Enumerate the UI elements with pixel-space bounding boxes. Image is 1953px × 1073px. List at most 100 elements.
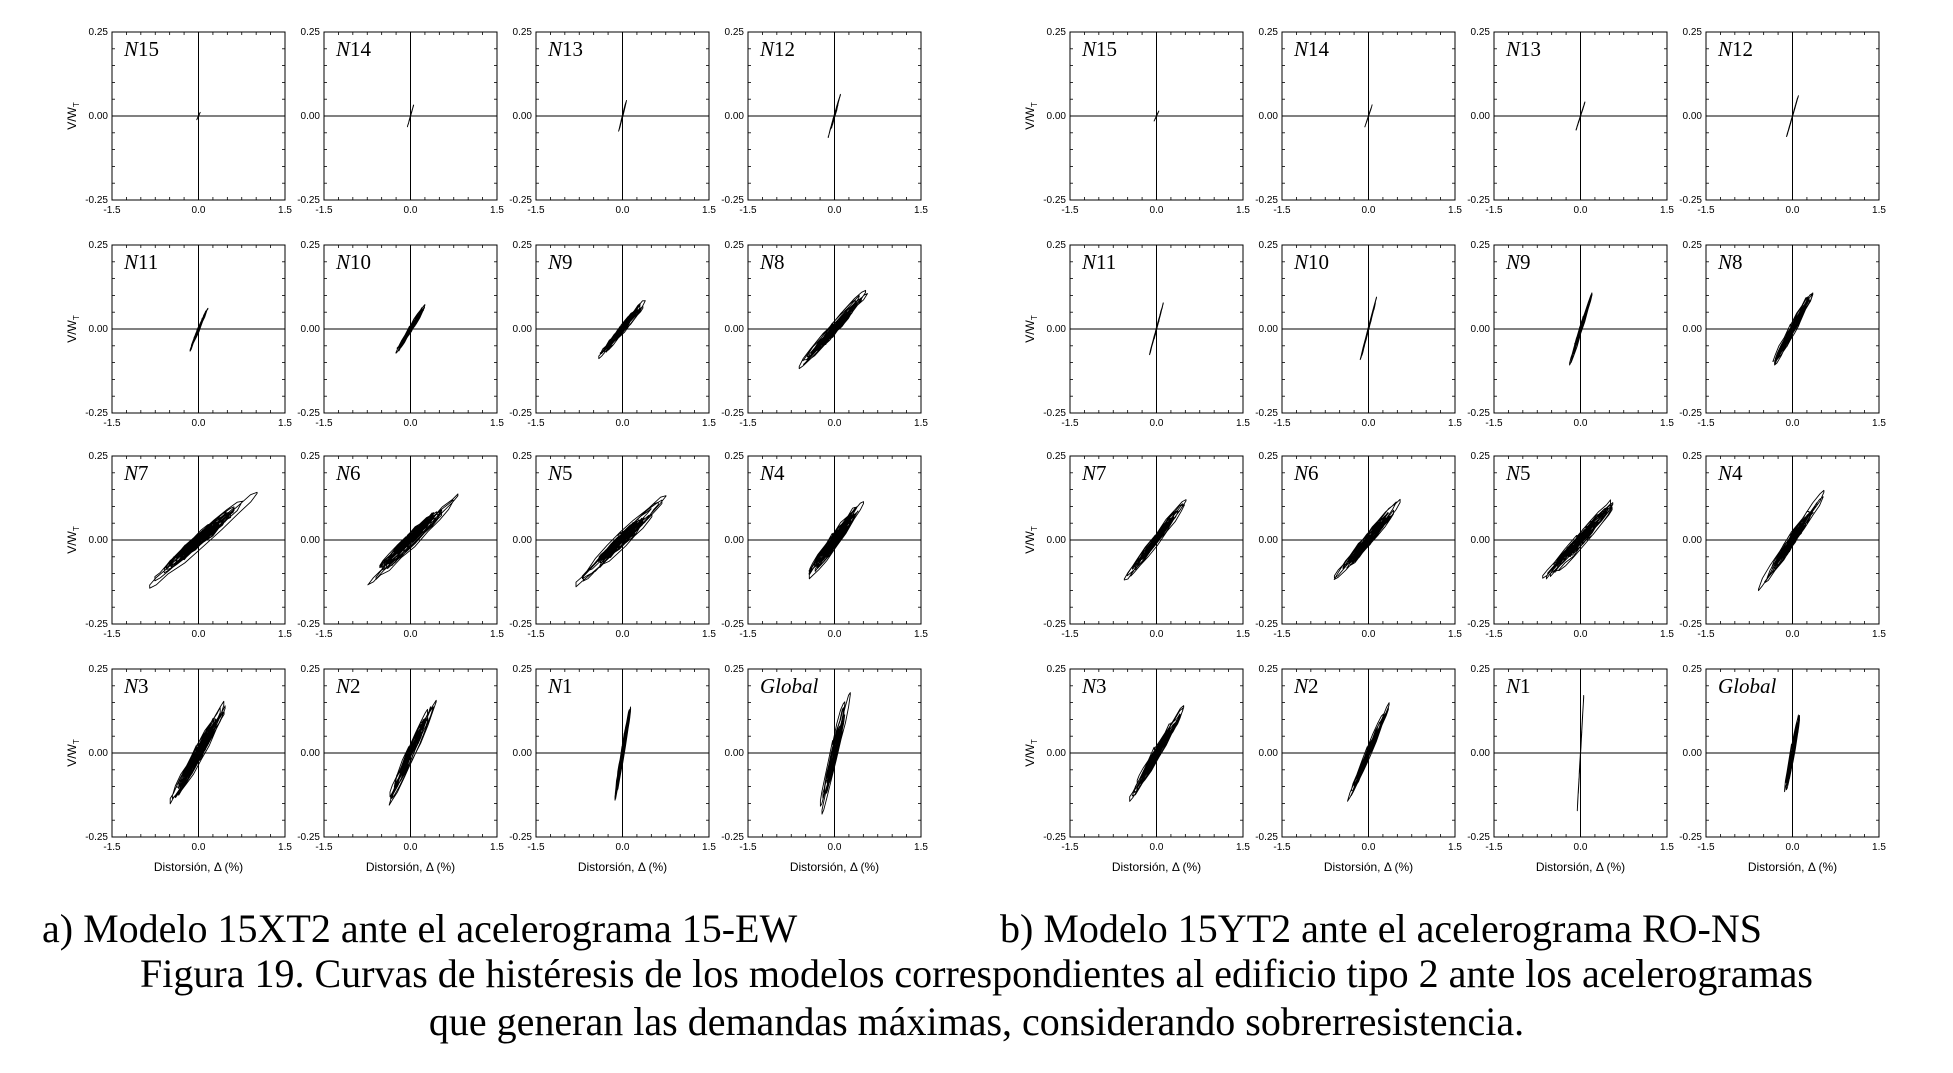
y-tick-label: -0.25 (1467, 832, 1490, 843)
x-tick-label: 0.0 (1786, 629, 1800, 640)
y-tick-label: 0.00 (1471, 111, 1491, 122)
x-axis-label: Distorsión, Δ (%) (1112, 860, 1201, 874)
y-tick-label: -0.25 (721, 619, 744, 630)
x-tick-label: 1.5 (278, 418, 292, 429)
y-tick-label: 0.25 (1471, 240, 1491, 251)
panel-label: N9 (1505, 250, 1531, 274)
y-tick-label: 0.00 (1259, 111, 1279, 122)
y-tick-label: 0.25 (301, 451, 321, 462)
y-tick-label: 0.25 (725, 27, 745, 38)
panel-label: N15 (123, 37, 159, 61)
x-tick-label: 1.5 (702, 205, 716, 216)
y-axis-label: V/WT (1023, 739, 1039, 767)
panel-n10: 0.25 0.00 -0.25-1.5 0.0 1.5 N10 (297, 240, 504, 429)
y-tick-label: -0.25 (1467, 408, 1490, 419)
x-tick-label: -1.5 (315, 629, 333, 640)
panel-n12: 0.25 0.00 -0.25-1.5 0.0 1.5 N12 (721, 27, 928, 216)
y-tick-label: 0.00 (1471, 535, 1491, 546)
y-tick-label: 0.00 (1471, 748, 1491, 759)
hysteresis-curve (1129, 705, 1185, 802)
y-tick-label: -0.25 (1255, 619, 1278, 630)
y-tick-label: 0.25 (513, 451, 533, 462)
y-tick-label: 0.00 (725, 111, 745, 122)
panel-label: N1 (1505, 674, 1531, 698)
y-tick-label: 0.00 (725, 748, 745, 759)
x-tick-label: 0.0 (616, 205, 630, 216)
y-tick-label: -0.25 (509, 195, 532, 206)
y-tick-label: 0.00 (1683, 324, 1703, 335)
x-axis-label: Distorsión, Δ (%) (1748, 860, 1837, 874)
x-tick-label: -1.5 (1061, 842, 1079, 853)
y-tick-label: 0.25 (1471, 451, 1491, 462)
x-tick-label: 1.5 (1660, 629, 1674, 640)
hysteresis-curve (1347, 702, 1390, 802)
x-tick-label: 0.0 (404, 629, 418, 640)
panel-n5: 0.25 0.00 -0.25-1.5 0.0 1.5 N5 (509, 451, 716, 640)
y-tick-label: 0.00 (1047, 324, 1067, 335)
x-tick-label: 0.0 (1574, 418, 1588, 429)
hysteresis-curve (1569, 292, 1593, 366)
panel-n15: 0.25 0.00 -0.25-1.5 0.0 1.5 V/WT N15 (1023, 27, 1250, 216)
panel-n14: 0.25 0.00 -0.25-1.5 0.0 1.5 N14 (297, 27, 504, 216)
panel-n8: 0.25 0.00 -0.25-1.5 0.0 1.5 N8 (721, 240, 928, 429)
y-tick-label: 0.25 (1471, 664, 1491, 675)
x-tick-label: 0.0 (404, 418, 418, 429)
x-tick-label: -1.5 (739, 205, 757, 216)
y-tick-label: -0.25 (721, 195, 744, 206)
y-tick-label: 0.25 (1047, 27, 1067, 38)
x-tick-label: 0.0 (1786, 842, 1800, 853)
y-tick-label: -0.25 (297, 195, 320, 206)
y-tick-label: 0.25 (1259, 451, 1279, 462)
y-tick-label: 0.00 (301, 535, 321, 546)
y-tick-label: 0.25 (89, 451, 109, 462)
x-tick-label: 1.5 (1660, 842, 1674, 853)
panel-label: N11 (123, 250, 158, 274)
hysteresis-curve (808, 501, 864, 580)
x-tick-label: -1.5 (103, 629, 121, 640)
panel-label: N9 (547, 250, 573, 274)
x-tick-label: 0.0 (828, 629, 842, 640)
x-tick-label: -1.5 (1485, 205, 1503, 216)
hysteresis-curve (1149, 302, 1164, 356)
panel-n4: 0.25 0.00 -0.25-1.5 0.0 1.5 N4 (1679, 451, 1886, 640)
y-tick-label: 0.00 (301, 111, 321, 122)
hysteresis-curve (798, 289, 868, 370)
x-axis-label: Distorsión, Δ (%) (1536, 860, 1625, 874)
x-tick-label: -1.5 (739, 629, 757, 640)
x-tick-label: -1.5 (1485, 629, 1503, 640)
subtitle-a: a) Modelo 15XT2 ante el acelerograma 15-… (42, 906, 798, 951)
x-tick-label: 1.5 (1236, 629, 1250, 640)
x-tick-label: 0.0 (1150, 842, 1164, 853)
panel-label: N11 (1081, 250, 1116, 274)
y-tick-label: 0.25 (1683, 240, 1703, 251)
hysteresis-curve (1758, 489, 1825, 592)
panel-n7: 0.25 0.00 -0.25-1.5 0.0 1.5 V/WT N7 (1023, 451, 1250, 640)
x-tick-label: -1.5 (527, 842, 545, 853)
x-tick-label: 0.0 (192, 629, 206, 640)
x-tick-label: 1.5 (1872, 418, 1886, 429)
y-tick-label: 0.25 (1683, 664, 1703, 675)
x-tick-label: 0.0 (1786, 418, 1800, 429)
y-tick-label: 0.25 (513, 240, 533, 251)
hysteresis-curve (598, 300, 646, 360)
panel-n2: 0.25 0.00 -0.25-1.5 0.0 1.5 Distorsión, Δ (%)… (297, 664, 504, 874)
x-tick-label: 1.5 (1448, 418, 1462, 429)
x-tick-label: 1.5 (490, 418, 504, 429)
y-axis-label: V/WT (65, 102, 81, 130)
panel-label: N15 (1081, 37, 1117, 61)
x-axis-label: Distorsión, Δ (%) (154, 860, 243, 874)
x-tick-label: -1.5 (103, 418, 121, 429)
panel-n12: 0.25 0.00 -0.25-1.5 0.0 1.5 N12 (1679, 27, 1886, 216)
hysteresis-curve (149, 491, 258, 589)
panel-label: Global (1718, 674, 1777, 698)
y-tick-label: -0.25 (1679, 832, 1702, 843)
y-tick-label: -0.25 (1043, 619, 1066, 630)
x-tick-label: 1.5 (1872, 205, 1886, 216)
panel-label: N5 (1505, 461, 1531, 485)
x-tick-label: 1.5 (1660, 205, 1674, 216)
y-tick-label: -0.25 (1467, 195, 1490, 206)
x-tick-label: 1.5 (914, 629, 928, 640)
hysteresis-curve (1575, 101, 1586, 131)
x-axis-label: Distorsión, Δ (%) (1324, 860, 1413, 874)
y-tick-label: -0.25 (1679, 619, 1702, 630)
